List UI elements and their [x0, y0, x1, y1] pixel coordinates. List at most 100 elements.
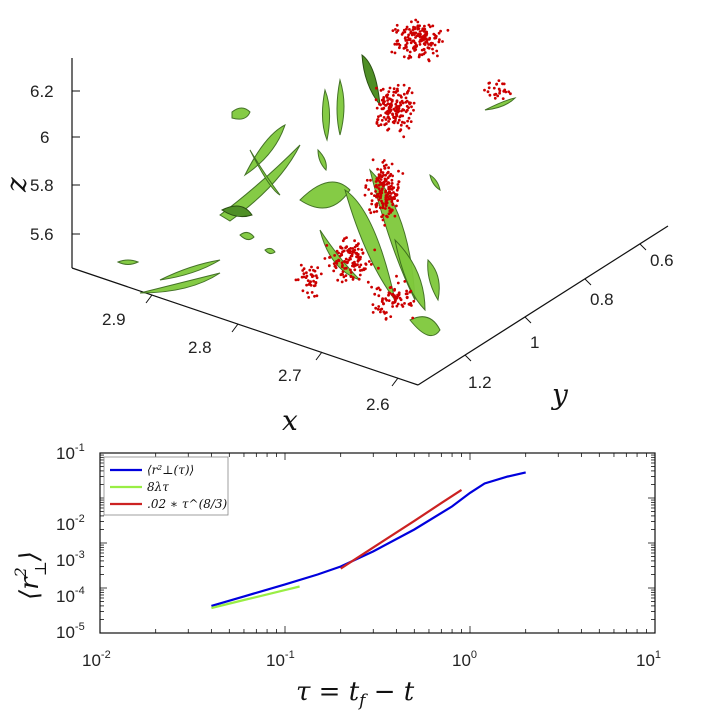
particle-point	[392, 90, 396, 94]
particle-point	[364, 262, 368, 266]
x-axis-line	[71, 267, 419, 386]
particle-point	[503, 88, 507, 92]
particle-point	[412, 108, 415, 112]
x-tick-label: 10-1	[266, 649, 295, 670]
particle-point	[313, 284, 317, 287]
particle-point	[501, 97, 505, 100]
x-ticks: 2.9 2.8 2.7 2.6	[102, 294, 399, 414]
particle-point	[302, 272, 306, 276]
particle-point	[408, 28, 411, 31]
particle-point	[390, 182, 394, 185]
particle-point	[393, 42, 397, 46]
y-axis-line	[417, 225, 669, 386]
particle-point	[379, 178, 383, 181]
particle-point	[373, 292, 377, 296]
particle-point	[377, 124, 380, 127]
particle-point	[404, 110, 408, 114]
particle-point	[340, 265, 344, 269]
particle-point	[385, 298, 389, 302]
particle-point	[358, 257, 362, 261]
particle-point	[384, 190, 387, 194]
y-tick-label: 0.6	[650, 251, 674, 270]
particle-point	[396, 83, 400, 87]
particle-point	[401, 114, 405, 118]
particle-point	[305, 283, 308, 287]
particle-point	[381, 87, 385, 91]
particle-point	[394, 109, 397, 113]
x-tick-label: 100	[452, 649, 477, 670]
particle-point	[381, 218, 385, 222]
particle-point	[409, 55, 413, 59]
legend-entry: .02 ∗ τ^(8/3)	[147, 497, 228, 511]
particle-point	[375, 183, 378, 187]
particle-point	[446, 28, 450, 32]
particle-point	[371, 311, 375, 314]
series-line-power-law	[340, 488, 463, 570]
particle-point	[367, 188, 370, 191]
particle-point	[394, 28, 397, 31]
particle-point	[349, 257, 352, 261]
particle-point	[353, 239, 356, 243]
particle-point	[305, 271, 308, 275]
y-tick-label: 0.8	[590, 290, 614, 309]
particle-point	[404, 44, 408, 48]
particle-point	[418, 43, 422, 46]
particle-point	[394, 295, 398, 299]
particle-point	[399, 298, 403, 302]
particle-point	[432, 32, 436, 36]
particle-point	[413, 45, 416, 49]
particle-point	[325, 244, 329, 247]
particle-point	[395, 42, 399, 46]
particle-point	[335, 260, 338, 264]
particle-point	[319, 272, 323, 276]
particle-point	[332, 269, 336, 273]
particle-point	[393, 297, 397, 301]
particle-point	[497, 79, 501, 82]
particle-point	[438, 38, 441, 42]
particle-point	[399, 103, 403, 107]
particle-point	[392, 87, 396, 91]
particle-point	[388, 103, 392, 106]
particle-point	[409, 31, 413, 35]
particle-point	[382, 164, 386, 168]
particle-point	[379, 168, 383, 172]
particle-point	[389, 109, 393, 112]
particle-point	[433, 43, 437, 47]
particle-point	[412, 39, 416, 43]
particle-point	[401, 172, 405, 175]
particle-point	[392, 186, 396, 190]
particle-point	[417, 55, 421, 59]
particle-point	[381, 101, 385, 105]
particle-point	[336, 278, 340, 282]
particle-point	[388, 174, 392, 178]
particle-point	[414, 18, 418, 22]
particle-point	[423, 24, 426, 28]
particle-point	[410, 105, 413, 109]
particle-point	[377, 294, 381, 298]
x-tick-label: 2.8	[188, 338, 212, 357]
particle-point	[391, 292, 395, 296]
particle-point	[380, 199, 383, 203]
particle-point	[439, 29, 442, 33]
y-axis-label: y	[550, 378, 569, 411]
particle-point	[387, 127, 391, 131]
particle-point	[394, 102, 398, 106]
particle-point	[408, 303, 412, 307]
particle-point	[371, 303, 375, 306]
particle-point	[399, 123, 403, 127]
particle-point	[403, 280, 407, 283]
particle-point	[406, 35, 410, 39]
particle-point	[427, 43, 430, 46]
particle-point	[407, 33, 410, 37]
particle-point	[294, 278, 298, 282]
particle-point	[340, 252, 343, 256]
particle-point	[387, 212, 391, 216]
particle-point	[405, 289, 408, 293]
particle-point	[392, 191, 395, 194]
particle-point	[412, 32, 416, 36]
particle-point	[407, 116, 411, 120]
particle-point	[387, 115, 390, 119]
particle-point	[385, 214, 388, 218]
particle-point	[341, 270, 345, 273]
x-tick-label: 2.7	[278, 366, 302, 385]
